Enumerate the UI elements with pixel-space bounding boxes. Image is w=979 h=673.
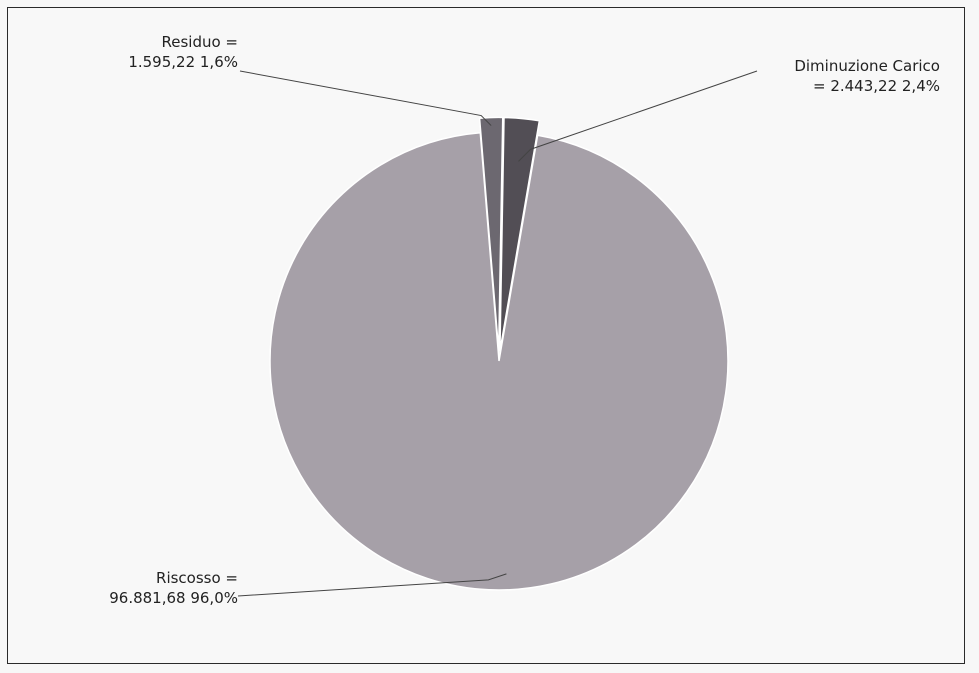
leader-line-residuo [239, 70, 492, 126]
slice-label-value: 1.595,22 1,6% [128, 53, 238, 71]
leader-line-diminuzione-carico [518, 70, 758, 162]
pie-slice-diminuzione-carico [499, 116, 541, 352]
leader-lines [237, 70, 758, 597]
pie-slice-riscosso [269, 131, 729, 591]
slice-label-value: = 2.443,22 2,4% [813, 77, 940, 95]
slices-layer [269, 116, 729, 591]
slice-labels: Riscosso = 96.881,68 96,0% Residuo = 1.595,… [109, 33, 940, 607]
slice-label-title: Diminuzione Carico [794, 57, 940, 75]
slice-label-title: Riscosso = [156, 569, 238, 587]
slice-label-value: 96.881,68 96,0% [109, 589, 238, 607]
pie-slice-residuo [478, 116, 504, 352]
slice-label-title: Residuo = [161, 33, 238, 51]
leader-line-riscosso [237, 573, 507, 597]
